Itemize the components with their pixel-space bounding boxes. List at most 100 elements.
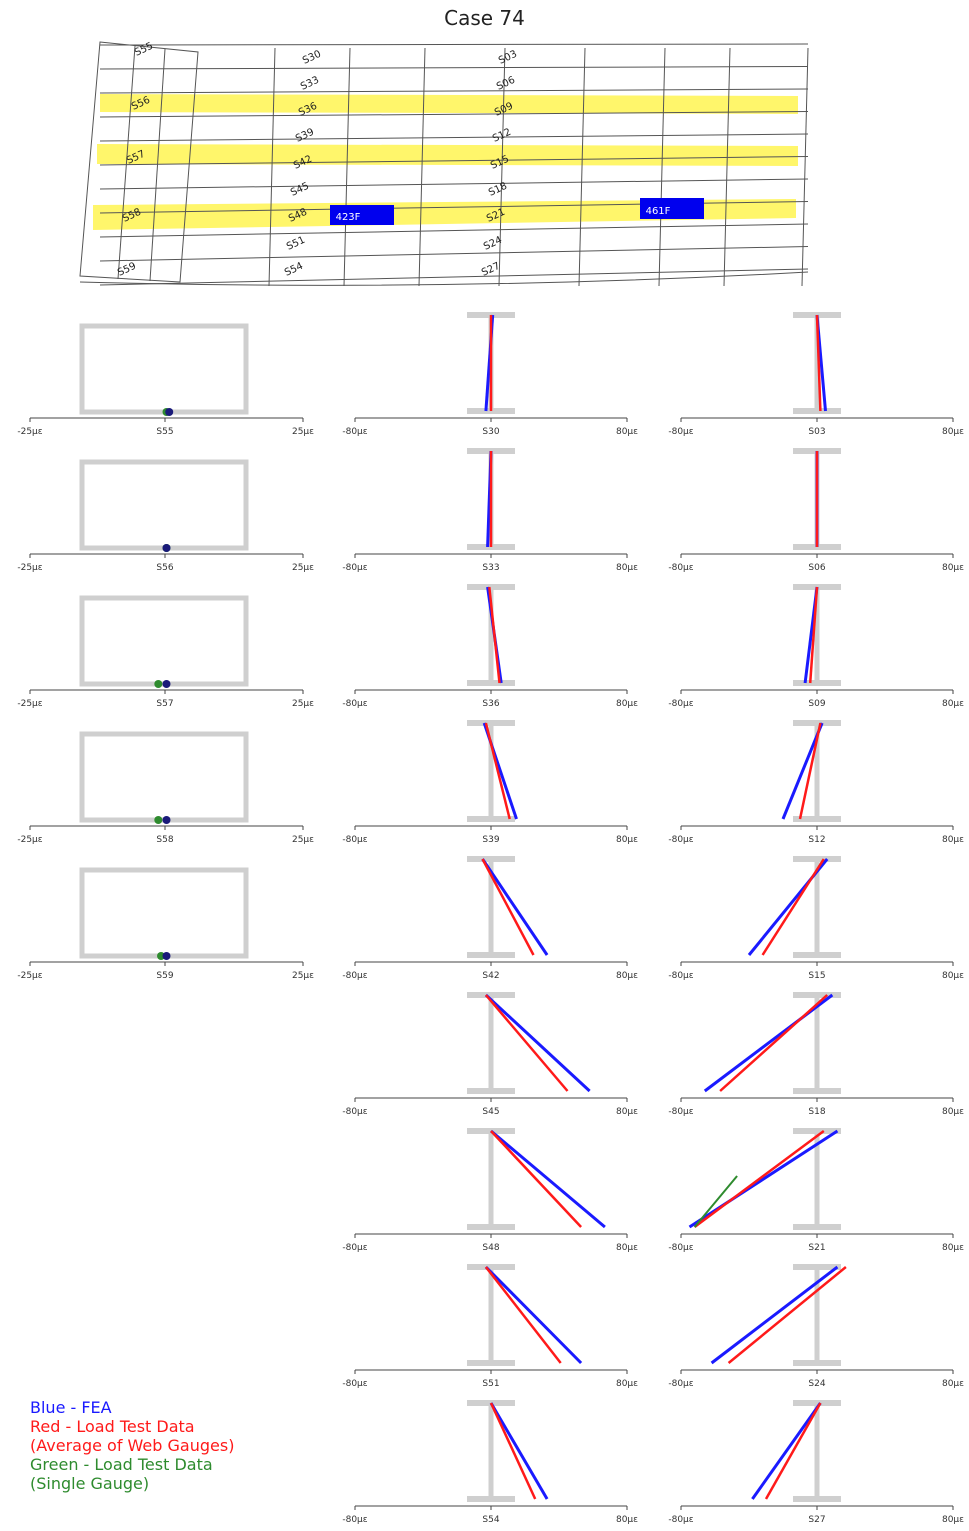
axis-min-label: -80με <box>668 1243 693 1253</box>
fea-point <box>162 544 171 552</box>
girder-line <box>99 43 809 46</box>
axis-min-label: -25με <box>17 427 42 437</box>
fea-line <box>781 722 824 820</box>
load-test-line <box>488 586 501 684</box>
strain-plot-S57: -25με S57 25με <box>17 595 314 709</box>
axis-max-label: 25με <box>292 427 314 437</box>
load-test-line <box>727 1266 847 1364</box>
strain-plot-S21: -80με S21 80με <box>668 1128 964 1253</box>
axis-min-label: -80με <box>668 1515 693 1525</box>
strain-plot-S56: -25με S56 25με <box>17 459 314 573</box>
girder-line <box>79 271 809 286</box>
axis-min-label: -80με <box>342 1243 367 1253</box>
strain-plot-S09: -80με S09 80με <box>668 584 964 709</box>
axis-min-label: -80με <box>668 699 693 709</box>
box-girder-outline <box>79 731 249 823</box>
strain-plot-S15: -80με S15 80με <box>668 856 964 981</box>
gauge-label: S59 <box>156 971 173 981</box>
axis-max-label: 25με <box>292 835 314 845</box>
axis-min-label: -80με <box>668 427 693 437</box>
girder-line <box>99 88 809 94</box>
fea-line <box>489 1402 549 1500</box>
strain-plot-S39: -80με S39 80με <box>342 720 638 845</box>
axis-max-label: 80με <box>616 835 638 845</box>
axis-min-label: -80με <box>668 1379 693 1389</box>
axis-min-label: -80με <box>668 563 693 573</box>
gauge-label: S51 <box>482 1379 499 1389</box>
legend-fea: Blue - FEA <box>30 1398 112 1417</box>
diaphragm-line <box>343 47 351 287</box>
load-test-line <box>764 1402 822 1500</box>
axis-max-label: 80με <box>616 1515 638 1525</box>
test-point <box>154 816 163 824</box>
skew-line <box>149 48 166 282</box>
load-test-line <box>798 722 822 820</box>
box-girder-outline <box>79 323 249 415</box>
fea-line <box>703 993 834 1093</box>
girder-line <box>99 133 809 142</box>
gauge-label: S36 <box>482 699 499 709</box>
load-test-line <box>719 994 829 1092</box>
axis-max-label: 80με <box>616 699 638 709</box>
axis-min-label: -80με <box>342 427 367 437</box>
fea-line <box>490 1129 606 1229</box>
strain-plot-S48: -80με S48 80με <box>342 1128 638 1253</box>
axis-max-label: 25με <box>292 563 314 573</box>
strain-plot-S51: -80με S51 80με <box>342 1264 638 1389</box>
gauge-label: S15 <box>808 971 825 981</box>
strain-plot-S59: -25με S59 25με <box>17 867 314 981</box>
gauge-label: S57 <box>156 699 173 709</box>
fea-line <box>481 858 549 956</box>
gauge-label: S58 <box>156 835 173 845</box>
diaphragm-line <box>723 47 731 287</box>
box-girder-outline <box>79 595 249 687</box>
load-test-line <box>484 722 511 820</box>
axis-max-label: 80με <box>942 699 964 709</box>
box-girder-outline <box>79 867 249 959</box>
axis-min-label: -80με <box>342 1107 367 1117</box>
axis-min-label: -80με <box>342 563 367 573</box>
span-end-left <box>79 41 199 283</box>
girder-line <box>99 111 809 118</box>
axis-min-label: -80με <box>668 1107 693 1117</box>
gauge-label: S21 <box>808 1243 825 1253</box>
axis-max-label: 25με <box>292 971 314 981</box>
skew-line <box>117 45 136 280</box>
strain-plot-S58: -25με S58 25με <box>17 731 314 845</box>
axis-min-label: -25με <box>17 563 42 573</box>
girder-line <box>99 268 809 286</box>
gauge-label: S06 <box>808 563 825 573</box>
truck-label: 423F <box>336 212 361 223</box>
axis-max-label: 80με <box>616 971 638 981</box>
box-girder-outline <box>79 459 249 551</box>
gauge-label: S45 <box>482 1107 499 1117</box>
gauge-label: S54 <box>482 1515 499 1525</box>
single-gauge-line <box>693 1175 738 1228</box>
gauge-label: S30 <box>482 427 499 437</box>
truck-461F <box>640 198 704 219</box>
diaphragm-line <box>801 47 809 287</box>
axis-max-label: 25με <box>292 699 314 709</box>
load-test-line <box>484 1266 562 1364</box>
strain-plot-S03: -80με S03 80με <box>668 312 964 437</box>
fea-point <box>162 680 171 688</box>
gauge-label: S33 <box>482 563 499 573</box>
load-test-line <box>481 858 535 956</box>
truck-label: 461F <box>646 206 671 217</box>
axis-max-label: 80με <box>616 563 638 573</box>
girder-line <box>99 178 809 190</box>
strain-plot-S12: -80με S12 80με <box>668 720 964 845</box>
girder-line <box>99 201 809 214</box>
axis-min-label: -25με <box>17 835 42 845</box>
gauge-label: S27 <box>808 1515 825 1525</box>
axis-min-label: -25με <box>17 699 42 709</box>
girder-line <box>99 156 809 166</box>
girder-line <box>99 66 809 70</box>
axis-min-label: -80με <box>342 1379 367 1389</box>
chart-title: Case 74 <box>444 6 525 30</box>
axis-max-label: 80με <box>616 1107 638 1117</box>
fea-point <box>162 816 171 824</box>
axis-max-label: 80με <box>616 1379 638 1389</box>
gauge-label: S55 <box>156 427 173 437</box>
